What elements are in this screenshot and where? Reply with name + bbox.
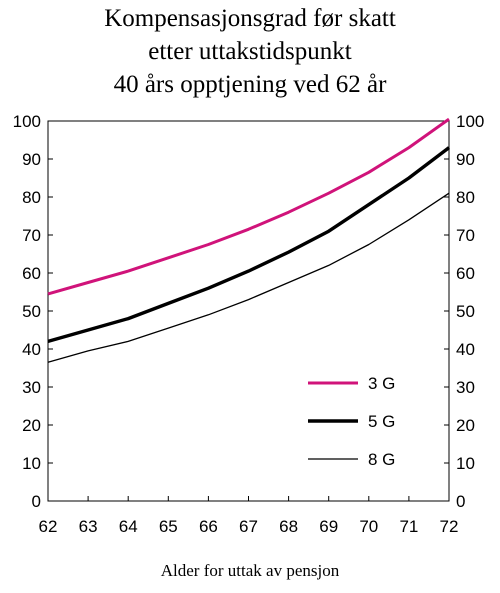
y-tick-label-left: 40 [22, 340, 41, 359]
x-tick-label: 66 [199, 517, 218, 536]
y-tick-label-left: 30 [22, 378, 41, 397]
x-tick-label: 70 [359, 517, 378, 536]
legend-label: 3 G [368, 374, 395, 393]
y-tick-label-right: 0 [456, 492, 465, 511]
x-tick-label: 65 [159, 517, 178, 536]
y-tick-label-right: 30 [456, 378, 475, 397]
x-tick-label: 71 [399, 517, 418, 536]
series-line-8g [47, 192, 450, 363]
plot-frame [47, 120, 450, 502]
y-tick-label-left: 0 [32, 492, 41, 511]
y-tick-label-left: 100 [13, 112, 41, 131]
legend-label: 5 G [368, 412, 395, 431]
x-tick-label: 68 [279, 517, 298, 536]
y-tick-label-right: 80 [456, 188, 475, 207]
x-tick-label: 72 [440, 517, 459, 536]
series-line-3g [47, 117, 450, 296]
y-tick-label-left: 10 [22, 454, 41, 473]
x-tick-label: 69 [319, 517, 338, 536]
x-axis-label: Alder for uttak av pensjon [160, 561, 340, 580]
chart-title: Kompensasjonsgrad før skatt etter uttaks… [0, 2, 500, 101]
y-tick-label-right: 10 [456, 454, 475, 473]
y-tick-label-left: 60 [22, 264, 41, 283]
y-tick-label-right: 100 [456, 112, 484, 131]
y-tick-label-left: 80 [22, 188, 41, 207]
series-line-5g [47, 146, 451, 344]
x-tick-label: 62 [39, 517, 58, 536]
y-tick-label-right: 70 [456, 226, 475, 245]
x-tick-label: 67 [239, 517, 258, 536]
y-tick-label-left: 50 [22, 302, 41, 321]
y-tick-label-right: 90 [456, 150, 475, 169]
y-tick-label-right: 50 [456, 302, 475, 321]
legend-label: 8 G [368, 450, 395, 469]
y-tick-label-left: 90 [22, 150, 41, 169]
chart-title-line-2: etter uttakstidspunkt [148, 38, 352, 65]
y-tick-label-right: 20 [456, 416, 475, 435]
y-tick-label-right: 40 [456, 340, 475, 359]
chart-title-line-1: Kompensasjonsgrad før skatt [104, 5, 396, 32]
chart-title-line-3: 40 års opptjening ved 62 år [113, 71, 387, 98]
y-tick-label-right: 60 [456, 264, 475, 283]
x-tick-label: 64 [119, 517, 138, 536]
y-tick-label-left: 70 [22, 226, 41, 245]
y-tick-label-left: 20 [22, 416, 41, 435]
x-tick-label: 63 [79, 517, 98, 536]
